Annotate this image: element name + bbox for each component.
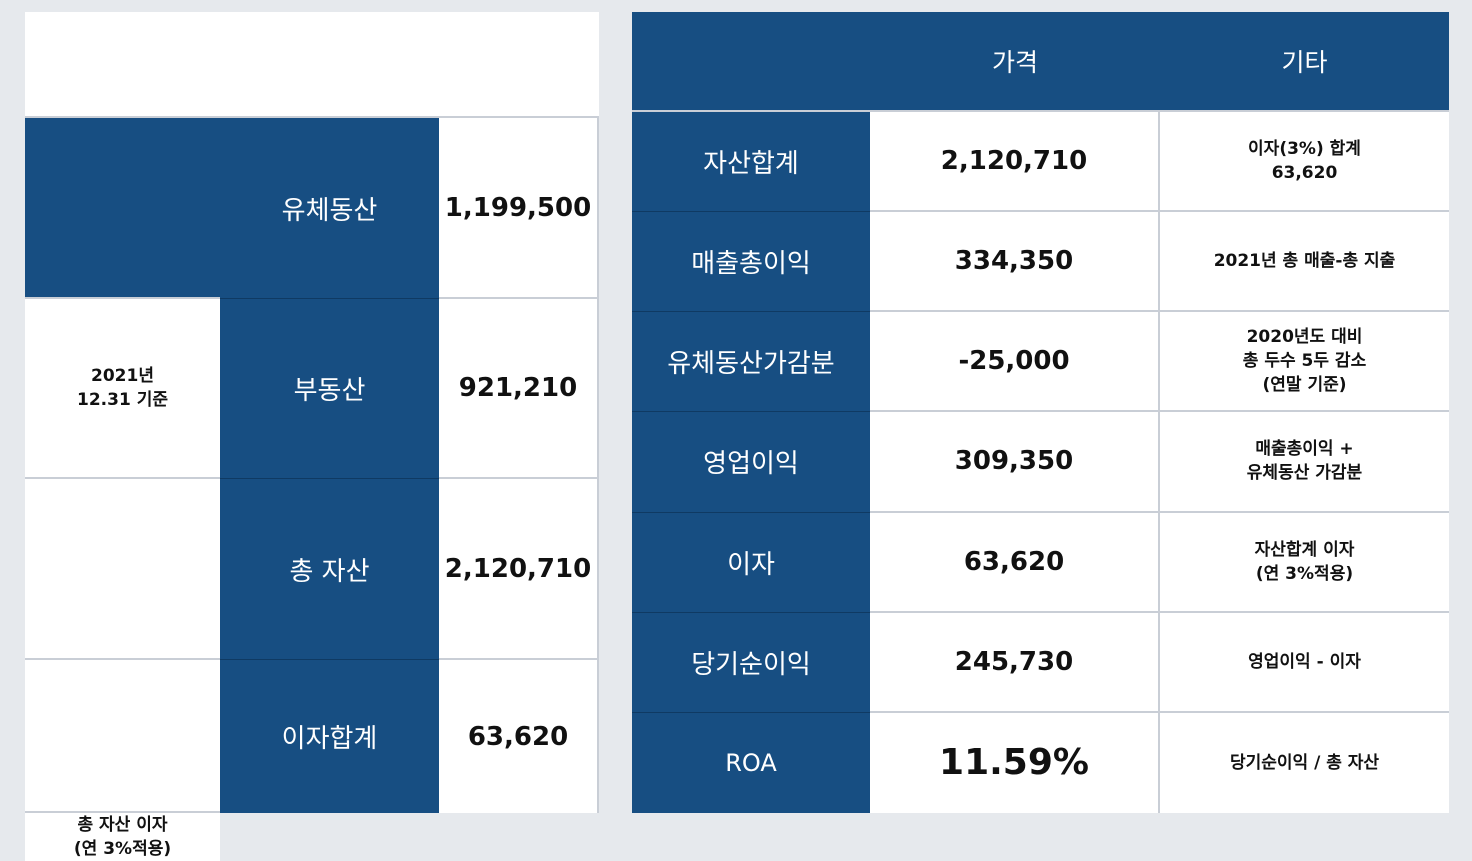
row-value: 1,199,500: [439, 118, 599, 299]
row-note: 자산합계 이자 (연 3%적용): [1160, 512, 1449, 613]
row-note: 이자(3%) 합계 63,620: [1160, 112, 1449, 213]
row-value: 334,350: [870, 212, 1160, 313]
row-label: 유체동산: [220, 118, 439, 299]
row-note: 2020년도 대비 총 두수 5두 감소 (연말 기준): [1160, 312, 1449, 413]
row-value-roa: 11.59%: [870, 712, 1160, 813]
left-header-spacer: [25, 118, 220, 299]
left-header-price: 가격: [25, 12, 599, 118]
right-header-price: 가격: [870, 12, 1160, 112]
row-note: [25, 479, 220, 660]
row-label: 영업이익: [632, 412, 870, 513]
row-note: 2021년 12.31 기준: [25, 299, 220, 479]
right-header-other: 기타: [1160, 12, 1449, 112]
row-label: 부동산: [220, 299, 439, 479]
row-label: 유체동산가감분: [632, 312, 870, 413]
row-note: 총 자산 이자 (연 3%적용): [25, 813, 220, 861]
row-value: -25,000: [870, 312, 1160, 413]
row-note: 당기순이익 / 총 자산: [1160, 712, 1449, 813]
row-value: 2,120,710: [870, 112, 1160, 213]
right-header-spacer: [632, 12, 870, 112]
row-label: 당기순이익: [632, 612, 870, 713]
row-value: 245,730: [870, 612, 1160, 713]
row-label: 이자: [632, 512, 870, 613]
row-label: 이자합계: [220, 660, 439, 813]
row-label: 매출총이익: [632, 212, 870, 313]
row-label-roa: ROA: [632, 712, 870, 813]
row-label: 총 자산: [220, 479, 439, 660]
row-value: 63,620: [870, 512, 1160, 613]
income-summary-table: 가격 기타 자산합계 2,120,710 이자(3%) 합계 63,620 매출…: [632, 12, 1449, 813]
row-label: 자산합계: [632, 112, 870, 213]
row-note: [25, 660, 220, 813]
row-note: 2021년 총 매출-총 지출: [1160, 212, 1449, 313]
row-value: 63,620: [439, 660, 599, 813]
asset-price-table: 가격 유체동산 1,199,500 2021년 12.31 기준 부동산 921…: [25, 12, 599, 861]
row-value: 921,210: [439, 299, 599, 479]
row-note: 매출총이익 + 유체동산 가감분: [1160, 412, 1449, 513]
row-value: 309,350: [870, 412, 1160, 513]
row-note: 영업이익 - 이자: [1160, 612, 1449, 713]
row-value: 2,120,710: [439, 479, 599, 660]
